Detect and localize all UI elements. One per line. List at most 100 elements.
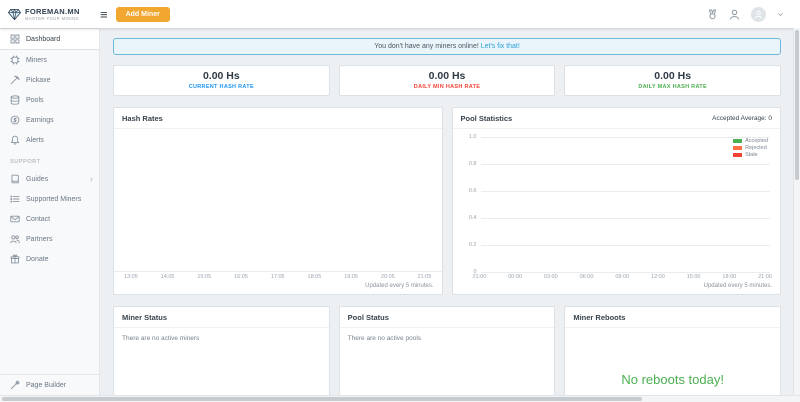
avatar[interactable] (751, 6, 766, 22)
update-note: Updated every 5 minutes. (703, 283, 772, 289)
sidebar-item-page-builder[interactable]: Page Builder (0, 375, 99, 395)
legend-label: Stale (745, 152, 758, 158)
hash-rates-chart[interactable] (114, 129, 442, 272)
sidebar-item-label: Pools (26, 96, 44, 104)
gridline (480, 218, 770, 219)
sidebar-item-pickaxe[interactable]: Pickaxe (0, 70, 99, 90)
sidebar-item-label: Alerts (26, 136, 44, 144)
sidebar-section-support: SUPPORT (10, 159, 41, 165)
x-tick: 12:00 (651, 274, 665, 280)
sidebar-item-earnings[interactable]: Earnings (0, 110, 99, 130)
pool-statistics-chart[interactable]: 1.0 0.8 0.6 0.4 0.2 0 Accepted Rejected (469, 134, 770, 275)
stat-value: 0.00 Hs (202, 70, 240, 82)
panel-title: Hash Rates (122, 114, 163, 123)
sidebar-item-pools[interactable]: Pools (0, 90, 99, 110)
x-tick: 03:00 (543, 274, 558, 280)
chip-icon (10, 55, 20, 65)
sidebar-item-label: Page Builder (26, 381, 67, 389)
fix-that-link[interactable]: Let's fix that! (480, 43, 520, 50)
stat-value: 0.00 Hs (654, 70, 692, 82)
sidebar-item-contact[interactable]: Contact (0, 209, 99, 229)
panel-title: Miner Reboots (573, 313, 626, 322)
x-tick: 14:05 (160, 274, 175, 280)
vertical-scrollbar-thumb[interactable] (795, 30, 799, 180)
book-icon (10, 174, 20, 184)
menu-toggle-icon[interactable]: ≡ (100, 6, 108, 22)
user-icon[interactable] (729, 9, 740, 20)
charts-row: Hash Rates 13:05 14:05 15:05 16:05 17:05… (113, 107, 781, 295)
sidebar-item-guides[interactable]: Guides › (0, 169, 99, 189)
miner-status-empty-text: There are no active miners (122, 335, 200, 342)
legend-label: Accepted (745, 138, 768, 144)
legend-swatch (733, 139, 743, 143)
sidebar-item-dashboard[interactable]: Dashboard (0, 28, 99, 50)
gridline (480, 245, 770, 246)
sidebar-item-label: Earnings (26, 116, 54, 124)
x-tick: 20:05 (380, 274, 395, 280)
x-tick: 21:05 (417, 274, 432, 280)
legend-label: Rejected (745, 145, 767, 151)
wrench-icon (10, 380, 20, 390)
envelope-icon (10, 214, 20, 224)
dollar-icon (10, 115, 20, 125)
x-tick: 17:05 (270, 274, 285, 280)
miner-reboots-header: Miner Reboots (565, 307, 781, 328)
stat-value: 0.00 Hs (428, 70, 466, 82)
x-tick: 16:05 (234, 274, 248, 280)
x-tick: 06:00 (579, 274, 594, 280)
sidebar-item-partners[interactable]: Partners (0, 229, 99, 249)
x-tick: 15:05 (197, 274, 212, 280)
stat-label: DAILY MIN HASH RATE (413, 84, 481, 90)
gift-icon (10, 254, 20, 264)
pool-statistics-panel: Pool Statistics Accepted Average: 0 1.0 … (451, 107, 781, 295)
gridline (480, 272, 770, 273)
legend-swatch (733, 153, 743, 157)
logo[interactable]: FOREMAN.MN MASTER YOUR MINING (8, 7, 96, 21)
pool-statistics-header: Pool Statistics Accepted Average: 0 (452, 108, 780, 129)
horizontal-scrollbar[interactable] (0, 395, 800, 402)
stat-cards-row: 0.00 Hs CURRENT HASH RATE 0.00 Hs DAILY … (113, 65, 782, 96)
vertical-scrollbar[interactable] (793, 28, 800, 395)
y-tick: 0.6 (468, 188, 477, 194)
chevron-right-icon: › (90, 173, 93, 184)
partners-icon (10, 234, 20, 244)
sidebar-item-label: Supported Miners (26, 195, 82, 203)
accepted-average: Accepted Average: 0 (712, 115, 772, 122)
sidebar-item-label: Dashboard (26, 35, 61, 43)
update-note: Updated every 5 minutes. (365, 283, 434, 289)
y-tick: 0.4 (468, 215, 477, 221)
sidebar-item-label: Miners (26, 56, 48, 64)
x-tick: 09:00 (615, 274, 630, 280)
sidebar-item-label: Guides (26, 175, 49, 183)
gridline (480, 164, 770, 165)
horizontal-scrollbar-thumb[interactable] (2, 397, 642, 401)
sidebar-item-donate[interactable]: Donate (0, 249, 99, 269)
sidebar-item-miners[interactable]: Miners (0, 50, 99, 70)
y-tick: 0.2 (468, 242, 477, 248)
gridline (480, 137, 770, 138)
no-reboots-message: No reboots today! (621, 372, 724, 387)
add-miner-button[interactable]: Add Miner (115, 6, 170, 22)
miner-status-header: Miner Status (114, 307, 329, 328)
main-content: You don't have any miners online! Let's … (100, 28, 793, 395)
hash-rates-panel: Hash Rates 13:05 14:05 15:05 16:05 17:05… (113, 107, 443, 295)
panel-title: Miner Status (122, 313, 168, 322)
top-bar: FOREMAN.MN MASTER YOUR MINING ≡ Add Mine… (0, 0, 800, 28)
legend-item-stale: Stale (733, 152, 768, 158)
pool-statistics-x-axis: 21:00 00:00 03:00 06:00 09:00 12:00 15:0… (473, 274, 773, 280)
caret-down-icon[interactable] (777, 11, 784, 18)
medal-icon[interactable] (707, 8, 718, 20)
x-tick: 13:05 (124, 274, 138, 280)
gridline (480, 191, 770, 192)
y-tick: 0.8 (468, 161, 477, 167)
miner-reboots-panel: Miner Reboots No reboots today! (564, 306, 782, 395)
no-miners-alert: You don't have any miners online! Let's … (113, 38, 781, 55)
sidebar-item-alerts[interactable]: Alerts (0, 130, 99, 150)
chart-legend: Accepted Rejected Stale (733, 138, 768, 159)
sidebar-item-label: Donate (26, 255, 49, 263)
x-tick: 18:00 (722, 274, 737, 280)
sidebar-item-supported-miners[interactable]: Supported Miners (0, 189, 99, 209)
x-tick: 19:05 (344, 274, 358, 280)
database-icon (10, 95, 20, 105)
